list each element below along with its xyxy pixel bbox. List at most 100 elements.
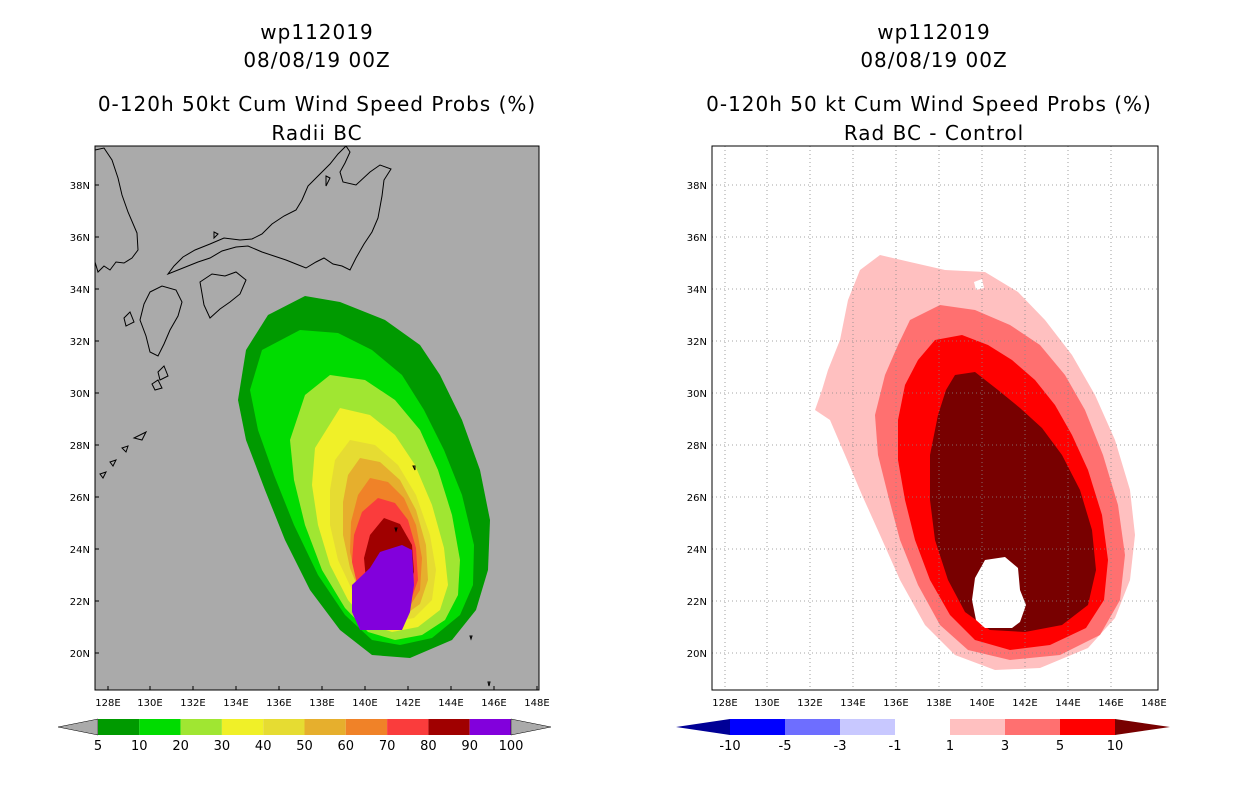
left-lon-labels: 128E 130E 132E 134E 136E 138E 140E 142E …: [95, 698, 549, 709]
right-contour-near-zero-hole-core: [976, 562, 1020, 620]
left-title: 0-120h 50kt Cum Wind Speed Probs (%): [97, 92, 537, 116]
right-lon-label: 138E: [926, 698, 951, 709]
left-lat-label: 26N: [70, 493, 90, 504]
right-title: 0-120h 50 kt Cum Wind Speed Probs (%): [706, 92, 1152, 116]
left-lat-label: 28N: [70, 441, 90, 452]
right-colorbar-swatch: [950, 719, 1005, 735]
left-colorbar-swatch: [345, 719, 388, 735]
left-colorbar-swatch: [98, 719, 140, 735]
left-colorbar-swatch: [469, 719, 511, 735]
left-lon-label: 134E: [223, 698, 248, 709]
right-lat-label: 20N: [687, 649, 707, 660]
left-lon-label: 148E: [524, 698, 549, 709]
right-lat-label: 22N: [687, 597, 707, 608]
right-difference-contours: [815, 255, 1135, 670]
left-colorbar: 5 10 20 30 40 50 60 70 80 90 100: [57, 718, 552, 754]
right-map: 38N 36N 34N 32N 30N 28N 26N 24N 22N 20N …: [687, 145, 1167, 709]
left-colorbar-label: 70: [379, 739, 396, 754]
left-tick-marks: [95, 184, 538, 690]
left-lon-label: 132E: [180, 698, 205, 709]
left-probability-contours: [238, 296, 490, 658]
left-colorbar-swatch: [139, 719, 181, 735]
left-colorbar-label: 100: [499, 739, 524, 754]
right-lon-labels: 128E 130E 132E 134E 136E 138E 140E 142E …: [712, 698, 1166, 709]
left-colorbar-label: 30: [214, 739, 231, 754]
left-lon-label: 128E: [95, 698, 120, 709]
right-colorbar-low-arrow: [676, 719, 730, 735]
left-colorbar-low-arrow: [57, 718, 99, 736]
right-subtitle: Rad BC - Control: [843, 121, 1025, 145]
right-lon-label: 130E: [754, 698, 779, 709]
left-lat-label: 36N: [70, 233, 90, 244]
right-colorbar-label: 3: [1001, 739, 1009, 754]
right-colorbar-label: 5: [1056, 739, 1064, 754]
left-lat-label: 24N: [70, 545, 90, 556]
left-lat-label: 32N: [70, 337, 90, 348]
left-lon-label: 138E: [309, 698, 334, 709]
left-lat-label: 22N: [70, 597, 90, 608]
left-lon-label: 146E: [481, 698, 506, 709]
left-colorbar-label: 80: [420, 739, 437, 754]
right-colorbar-label: -5: [779, 739, 792, 754]
left-colorbar-swatch: [304, 719, 346, 735]
left-colorbar-swatch: [221, 719, 264, 735]
left-colorbar-swatch: [180, 719, 222, 735]
right-colorbar: -10 -5 -3 -1 1 3 5 10: [676, 719, 1170, 754]
left-lat-labels: 38N 36N 34N 32N 30N 28N 26N 24N 22N 20N: [70, 181, 90, 660]
left-colorbar-swatch: [263, 719, 305, 735]
right-colorbar-label: 1: [946, 739, 954, 754]
left-map-frame: [94, 145, 540, 691]
left-lat-label: 38N: [70, 181, 90, 192]
right-lat-labels: 38N 36N 34N 32N 30N 28N 26N 24N 22N 20N: [687, 181, 707, 660]
right-gridlines: [712, 146, 1158, 690]
right-colorbar-label: -1: [889, 739, 902, 754]
right-lon-label: 142E: [1012, 698, 1037, 709]
right-lon-label: 144E: [1055, 698, 1080, 709]
right-lon-label: 128E: [712, 698, 737, 709]
left-colorbar-swatch: [387, 719, 429, 735]
right-colorbar-label: 10: [1107, 739, 1124, 754]
right-lat-label: 24N: [687, 545, 707, 556]
right-colorbar-high-arrow: [1115, 719, 1170, 735]
right-lon-label: 146E: [1098, 698, 1123, 709]
left-lon-label: 136E: [266, 698, 291, 709]
left-map: 38N 36N 34N 32N 30N 28N 26N 24N 22N 20N …: [70, 145, 550, 709]
left-colorbar-labels: 5 10 20 30 40 50 60 70 80 90 100: [94, 739, 524, 754]
right-date: 08/08/19 00Z: [860, 48, 1008, 72]
left-lon-label: 140E: [352, 698, 377, 709]
left-date: 08/08/19 00Z: [243, 48, 391, 72]
right-lat-label: 36N: [687, 233, 707, 244]
left-lon-label: 144E: [438, 698, 463, 709]
left-colorbar-high-arrow: [510, 718, 552, 736]
right-storm-id: wp112019: [877, 20, 991, 44]
left-colorbar-label: 50: [296, 739, 313, 754]
right-lat-label: 38N: [687, 181, 707, 192]
right-colorbar-swatch: [1060, 719, 1115, 735]
left-lat-label: 34N: [70, 285, 90, 296]
right-colorbar-label: -3: [834, 739, 847, 754]
left-colorbar-label: 90: [461, 739, 478, 754]
right-lon-label: 132E: [797, 698, 822, 709]
right-lat-label: 32N: [687, 337, 707, 348]
right-lon-label: 140E: [969, 698, 994, 709]
right-colorbar-swatch: [895, 719, 950, 735]
right-colorbar-label: -10: [719, 739, 740, 754]
right-lon-label: 136E: [883, 698, 908, 709]
left-lon-label: 130E: [137, 698, 162, 709]
right-lat-label: 30N: [687, 389, 707, 400]
left-colorbar-label: 40: [255, 739, 272, 754]
left-storm-id: wp112019: [260, 20, 374, 44]
right-contour-small-white-spot: [974, 279, 984, 290]
right-colorbar-swatch: [730, 719, 785, 735]
left-lon-label: 142E: [395, 698, 420, 709]
left-colorbar-swatch: [428, 719, 470, 735]
left-colorbar-label: 60: [338, 739, 355, 754]
right-colorbar-labels: -10 -5 -3 -1 1 3 5 10: [719, 739, 1123, 754]
right-lat-label: 34N: [687, 285, 707, 296]
right-lat-label: 28N: [687, 441, 707, 452]
left-contour-90: [352, 545, 414, 630]
right-colorbar-swatch: [840, 719, 895, 735]
left-colorbar-label: 5: [94, 739, 102, 754]
right-contour-above-10: [930, 372, 1096, 632]
